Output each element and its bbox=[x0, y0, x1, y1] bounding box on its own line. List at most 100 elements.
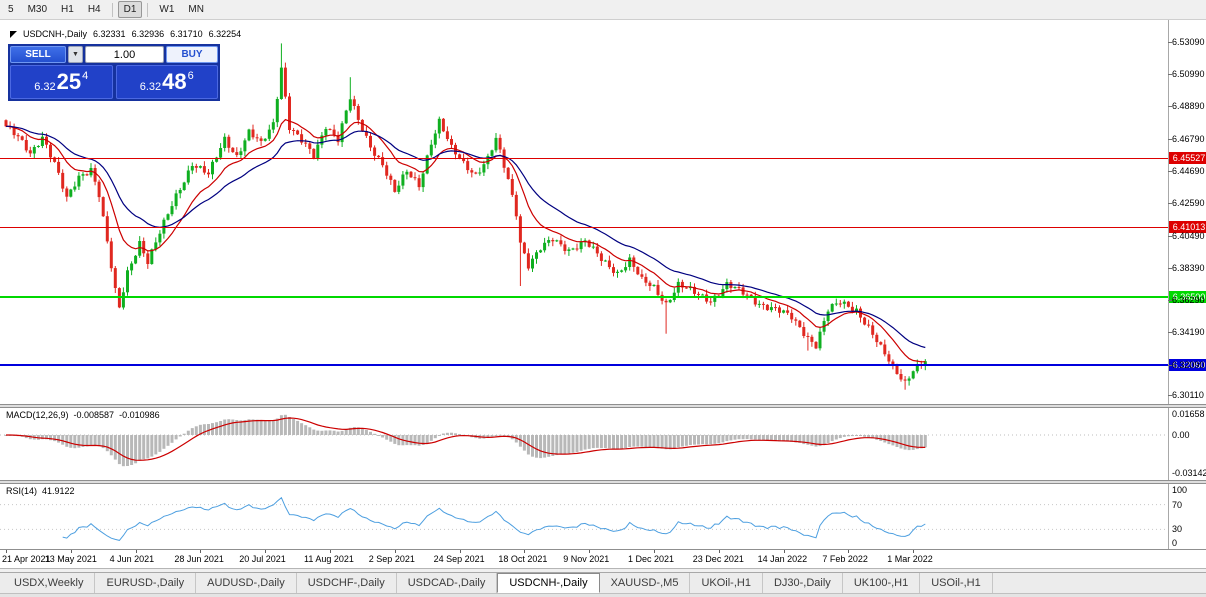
price-axis-tick bbox=[1168, 364, 1172, 366]
time-axis-tick bbox=[135, 550, 137, 553]
bottom-strip bbox=[0, 593, 1206, 597]
time-axis-label: 1 Dec 2021 bbox=[628, 554, 675, 564]
chart-tab-xauusd-m5[interactable]: XAUUSD-,M5 bbox=[600, 573, 691, 593]
time-axis-label: 18 Oct 2021 bbox=[498, 554, 548, 564]
rsi-axis-label: 0 bbox=[1172, 538, 1178, 548]
time-axis-tick bbox=[654, 550, 655, 553]
sell-price-pips: 25 bbox=[56, 69, 82, 94]
horizontal-line-6.45527[interactable] bbox=[0, 157, 1168, 159]
time-axis-tick bbox=[200, 550, 202, 553]
price-axis-tick bbox=[1168, 332, 1172, 334]
time-axis-label: 7 Feb 2022 bbox=[822, 554, 868, 564]
sell-price-prefix: 6.32 bbox=[34, 81, 56, 93]
chart-tab-ukoil-h1[interactable]: UKOil-,H1 bbox=[690, 573, 763, 593]
rsi-axis-label: 70 bbox=[1172, 499, 1183, 510]
time-axis: 21 Apr 2021 13 May 2021 4 Jun 2021 28 Jun 2… bbox=[0, 550, 1206, 568]
buy-button[interactable]: BUY bbox=[166, 46, 218, 63]
sell-button[interactable]: SELL bbox=[10, 46, 66, 63]
rsi-name: RSI(14) bbox=[6, 486, 38, 496]
chart-tab-usoil-h1[interactable]: USOil-,H1 bbox=[920, 573, 993, 593]
timeframe-button-h4[interactable]: H4 bbox=[87, 4, 101, 15]
price-axis-separator bbox=[1168, 20, 1169, 568]
chart-tab-dj30-daily[interactable]: DJ30-,Daily bbox=[763, 573, 843, 593]
one-click-trading-panel: SELL ▼ 1.00 BUY 6.32 25 4 6.32 48 6 bbox=[8, 44, 220, 101]
price-axis-label: 6.30110 bbox=[1172, 389, 1204, 400]
time-axis-tick bbox=[70, 550, 72, 553]
sell-price-point: 4 bbox=[82, 70, 89, 82]
buy-price-button[interactable]: 6.32 48 6 bbox=[115, 65, 218, 99]
macd-axis-label: 0.00 bbox=[1172, 430, 1190, 440]
timeframe-button-w1[interactable]: W1 bbox=[159, 4, 175, 15]
rsi-panel-divider[interactable] bbox=[0, 480, 1206, 484]
time-axis-tick bbox=[524, 550, 526, 553]
price-axis-tick bbox=[1168, 394, 1172, 396]
chart-tab-usdx-weekly[interactable]: USDX,Weekly bbox=[3, 573, 96, 593]
ohlc-open: 6.32331 bbox=[93, 29, 126, 39]
price-axis-tick bbox=[1168, 235, 1172, 237]
price-axis-tick bbox=[1168, 171, 1172, 172]
price-axis-label: 6.32090 bbox=[1172, 359, 1205, 370]
price-level-tag: 6.41013 bbox=[1169, 221, 1206, 234]
timeframe-button-d1[interactable]: D1 bbox=[117, 1, 143, 18]
timeframe-toolbar: 5 M30 H1 H4 D1 W1 MN bbox=[0, 0, 1206, 20]
price-level-tag: 6.45527 bbox=[1169, 152, 1206, 165]
chart-tab-eurusd-daily[interactable]: EURUSD-,Daily bbox=[95, 573, 197, 593]
rsi-value: 41.9122 bbox=[42, 486, 75, 496]
rsi-axis-label: 100 bbox=[1172, 485, 1188, 495]
chart-tab-usdchf-daily[interactable]: USDCHF-,Daily bbox=[297, 573, 397, 593]
time-axis-tick bbox=[330, 550, 331, 553]
time-axis-tick bbox=[459, 550, 461, 553]
price-axis-label: 6.44690 bbox=[1172, 166, 1205, 176]
symbol-period-label: USDCNH-,Daily bbox=[23, 29, 88, 39]
buy-price-point: 6 bbox=[187, 70, 194, 82]
price-axis-label: 6.42590 bbox=[1172, 198, 1205, 209]
horizontal-line-6.36500[interactable] bbox=[0, 295, 1168, 298]
ohlc-high: 6.32936 bbox=[131, 29, 165, 39]
collapse-panel-arrow-icon[interactable] bbox=[10, 30, 17, 38]
chart-tab-uk100-h1[interactable]: UK100-,H1 bbox=[843, 573, 921, 593]
chart-tab-usdcad-daily[interactable]: USDCAD-,Daily bbox=[397, 573, 498, 593]
macd-axis-label: 0.01658 bbox=[1172, 409, 1205, 419]
time-axis-label: 1 Mar 2022 bbox=[887, 554, 933, 564]
time-axis-label: 13 May 2021 bbox=[44, 554, 97, 564]
time-axis-label: 4 Jun 2021 bbox=[109, 554, 155, 564]
price-axis-label: 6.46790 bbox=[1172, 133, 1205, 144]
price-axis-tick bbox=[1168, 267, 1172, 269]
time-axis-tick bbox=[718, 550, 720, 553]
price-axis-label: 6.40490 bbox=[1172, 230, 1205, 241]
ohlc-close: 6.32254 bbox=[208, 29, 242, 39]
timeframe-button-h1[interactable]: H1 bbox=[61, 4, 74, 15]
timeframe-button-mn[interactable]: MN bbox=[188, 4, 204, 15]
horizontal-line-6.32060[interactable] bbox=[0, 363, 1168, 366]
time-axis-label: 28 Jun 2021 bbox=[174, 554, 224, 564]
timeframe-button-m30[interactable]: M30 bbox=[27, 4, 48, 15]
macd-name: MACD(12,26,9) bbox=[6, 410, 69, 420]
sell-price-button[interactable]: 6.32 25 4 bbox=[10, 65, 113, 99]
price-axis-tick bbox=[1168, 74, 1172, 76]
chart-tab-usdcnh-daily[interactable]: USDCNH-,Daily bbox=[497, 573, 600, 593]
timeframe-button-5[interactable]: 5 bbox=[8, 4, 14, 15]
price-level-tag: 6.32060 bbox=[1169, 358, 1206, 371]
time-axis-tick bbox=[394, 550, 396, 553]
horizontal-line-6.41013[interactable] bbox=[0, 226, 1168, 228]
macd-panel-divider[interactable] bbox=[0, 404, 1206, 408]
macd-value-main: -0.008587 bbox=[73, 410, 115, 420]
time-axis-label: 20 Jul 2021 bbox=[239, 554, 286, 564]
buy-price-prefix: 6.32 bbox=[139, 81, 162, 93]
chart-tab-audusd-daily[interactable]: AUDUSD-,Daily bbox=[196, 573, 297, 593]
macd-value-signal: -0.010986 bbox=[119, 410, 160, 420]
time-axis-tick bbox=[913, 550, 915, 553]
window-resize-strip bbox=[0, 568, 1206, 572]
time-axis-label: 9 Nov 2021 bbox=[563, 554, 610, 564]
price-axis-tick bbox=[1168, 106, 1172, 108]
time-axis-tick bbox=[265, 550, 267, 553]
chart-tab-bar: USDX,Weekly EURUSD-,Daily AUDUSD-,Daily USD… bbox=[0, 572, 1206, 593]
symbol-ohlc-title: USDCNH-,Daily 6.32331 6.32936 6.31710 6.… bbox=[10, 29, 241, 39]
volume-input[interactable]: 1.00 bbox=[85, 46, 164, 63]
toolbar-separator bbox=[111, 2, 113, 17]
price-axis-label: 6.36290 bbox=[1172, 295, 1205, 306]
toolbar-separator bbox=[147, 2, 149, 17]
volume-dropdown-button[interactable]: ▼ bbox=[68, 46, 83, 63]
